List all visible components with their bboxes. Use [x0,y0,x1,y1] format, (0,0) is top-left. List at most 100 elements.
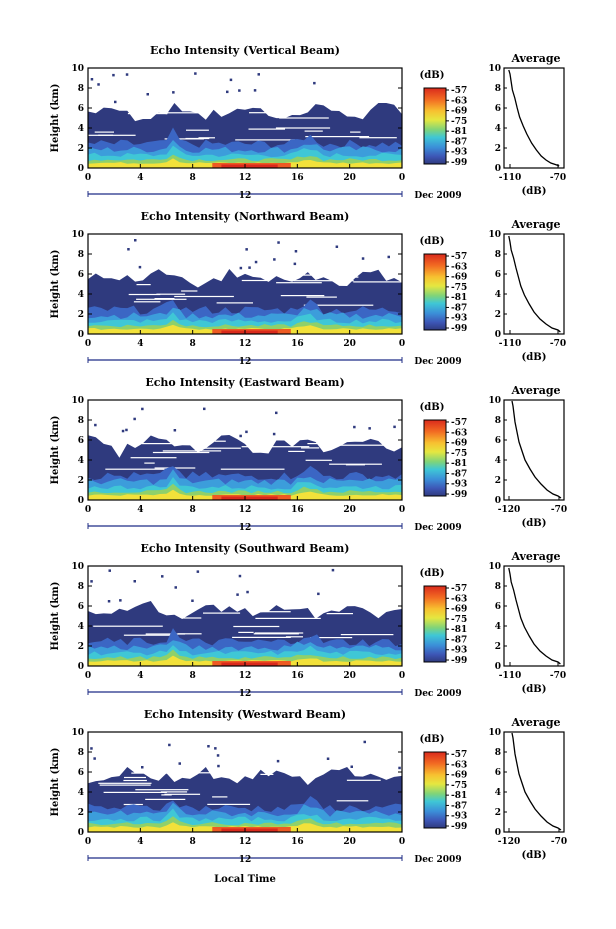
echo-gap [198,447,241,449]
echo-gap [133,301,161,303]
average-frame [503,67,565,169]
average-y-tick-label: 10 [488,562,501,572]
echo-gap [160,791,188,793]
colorbar-unit: (dB) [420,402,445,413]
echo-gap [220,468,285,470]
echo-gap [164,793,201,795]
echo-gap [301,447,320,449]
x-tick-label: 0 [399,339,405,349]
average-profile: Average 0 2 4 6 8 10 -120 -70 (dB) [488,384,567,529]
echo-gap [123,634,176,636]
y-tick-label: 2 [78,808,84,818]
echo-speck [239,266,243,270]
echo-speck [368,427,371,430]
y-tick-label: 0 [78,496,84,506]
echo-gap [251,611,291,613]
echo-speck [97,83,100,86]
x-tick-label: 20 [343,339,356,349]
echo-speck [90,78,94,81]
average-y-tick-label: 0 [495,828,501,838]
panel-4: Echo Intensity (Westward Beam) 0 2 4 6 8 10 Hei… [50,708,567,885]
echo-gap [154,298,175,300]
echo-gap [103,791,167,793]
echo-gap [181,290,198,292]
y-tick-label: 0 [78,662,84,672]
x-axis-label: Local Time [214,874,276,885]
intensity-band [88,489,402,500]
average-x-tick-label: -70 [550,671,566,681]
echo-speck [317,592,320,596]
average-frame [503,399,565,501]
average-y-tick-label: 2 [495,476,501,486]
echo-gap [181,617,202,619]
echo-gap [93,625,163,627]
echo-speck [125,428,128,432]
y-tick-label: 0 [78,828,84,838]
average-y-tick-label: 8 [495,416,501,426]
echo-gap [127,113,168,115]
average-x-tick-label: -70 [551,505,567,515]
intensity-band [221,330,278,334]
y-tick-label: 8 [78,748,84,758]
echo-gap [340,634,394,636]
colorbar [423,87,447,165]
echo-gap [303,304,374,306]
y-tick-label: 2 [78,310,84,320]
y-tick-label: 6 [78,104,84,114]
average-profile: Average 0 2 4 6 8 10 -110 -70(dB) [488,52,566,197]
average-y-tick-label: 6 [495,602,501,612]
echo-speck [207,745,210,748]
colorbar-tick-label: -63 [451,594,467,604]
echo-gap [174,295,234,298]
echo-speck [141,766,144,769]
average-profile: Average 0 2 4 6 8 10 -120 -70 (dB) [488,716,567,861]
echo-gap [136,298,187,300]
average-y-tick-label: 8 [495,250,501,260]
colorbar-tick-label: -93 [451,314,467,324]
y-axis-label: Height (km) [50,748,61,817]
colorbar-tick-label: -87 [451,137,467,147]
echo-gap [186,129,209,131]
average-x-tick-label: -70 [551,837,567,847]
average-line [511,400,562,499]
average-title: Average [510,716,560,729]
average-x-tick-label: -120 [498,505,521,515]
echo-gap [88,134,136,136]
x-tick-label: 20 [343,173,356,183]
y-tick-label: 4 [78,290,84,300]
intensity-band [221,164,278,168]
echo-speck [353,425,356,429]
y-tick-label: 4 [78,622,84,632]
echo-speck [294,250,298,253]
average-y-tick-label: 0 [495,496,501,506]
heatmap-plot [88,407,402,500]
echo-speck [248,266,251,269]
y-tick-label: 8 [78,416,84,426]
colorbar-tick-label: -63 [451,262,467,272]
echo-gap [249,112,288,114]
average-y-tick-label: 4 [495,456,501,466]
echo-speck [161,575,164,578]
echo-speck [257,73,260,76]
average-x-tick-label: -110 [499,671,522,681]
echo-speck [108,569,111,572]
echo-speck [133,417,136,421]
echo-speck [246,590,249,594]
colorbar-tick-label: -81 [451,293,467,303]
echo-speck [94,423,97,427]
date-label: Dec 2009 [414,523,461,533]
echo-speck [107,600,111,603]
echo-speck [335,245,339,248]
echo-gap [151,112,211,114]
echo-speck [141,407,144,411]
y-tick-label: 10 [71,728,84,738]
colorbar-tick-label: -93 [451,646,467,656]
echo-gap [142,443,208,445]
echo-speck [90,580,93,583]
y-tick-label: 10 [71,396,84,406]
average-y-tick-label: 4 [495,622,501,632]
colorbar-tick-label: -87 [451,469,467,479]
average-y-tick-label: 2 [495,808,501,818]
echo-speck [112,73,115,77]
echo-gap [276,282,322,284]
